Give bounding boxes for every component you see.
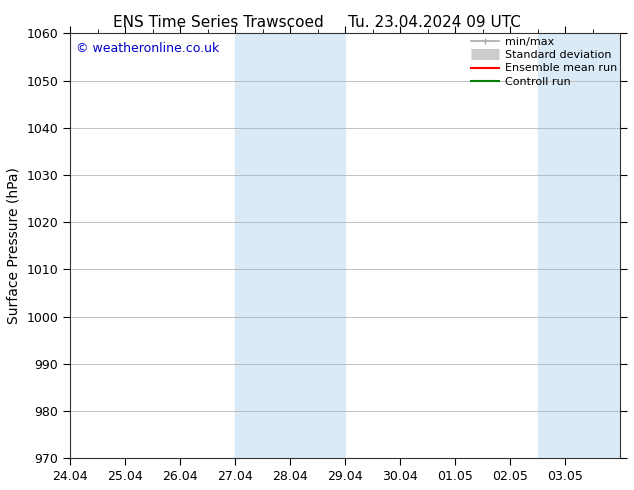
Bar bbox=[235, 33, 290, 458]
Bar bbox=[593, 33, 620, 458]
Text: ENS Time Series Trawscoed     Tu. 23.04.2024 09 UTC: ENS Time Series Trawscoed Tu. 23.04.2024… bbox=[113, 15, 521, 30]
Text: © weatheronline.co.uk: © weatheronline.co.uk bbox=[75, 42, 219, 55]
Bar bbox=[538, 33, 593, 458]
Legend: min/max, Standard deviation, Ensemble mean run, Controll run: min/max, Standard deviation, Ensemble me… bbox=[471, 37, 617, 87]
Bar bbox=[290, 33, 345, 458]
Y-axis label: Surface Pressure (hPa): Surface Pressure (hPa) bbox=[7, 168, 21, 324]
